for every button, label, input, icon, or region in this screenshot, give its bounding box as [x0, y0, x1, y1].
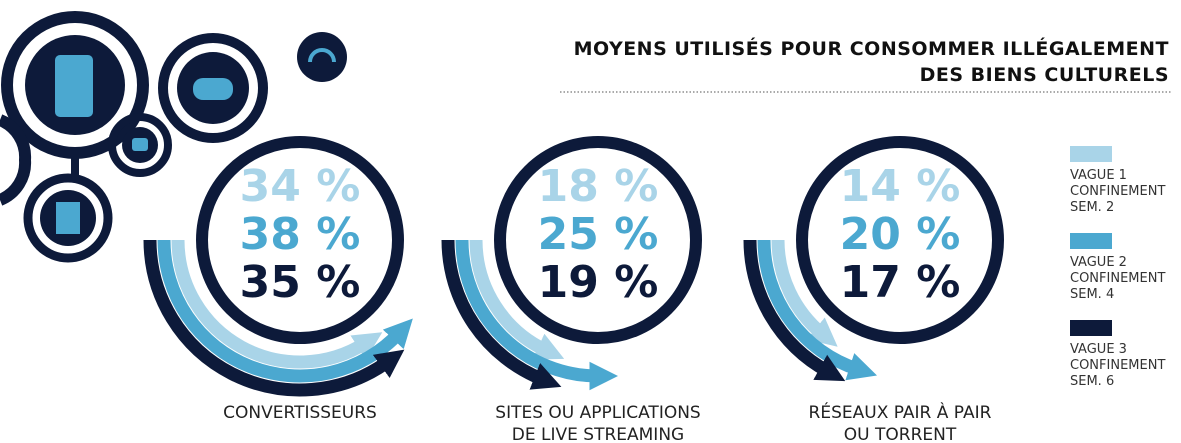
value-label: 38 % [200, 212, 400, 258]
value-label: 17 % [800, 260, 1000, 306]
legend-label: VAGUE 1 CONFINEMENT SEM. 2 [1070, 168, 1165, 216]
infographic: MOYENS UTILISÉS POUR CONSOMMER ILLÉGALEM… [0, 0, 1181, 443]
value-label: 25 % [498, 212, 698, 258]
value-label: 14 % [800, 164, 1000, 210]
legend-label: VAGUE 3 CONFINEMENT SEM. 6 [1070, 342, 1165, 390]
category-label: SITES OU APPLICATIONS DE LIVE STREAMING [448, 402, 748, 443]
category-label: RÉSEAUX PAIR À PAIR OU TORRENT [750, 402, 1050, 443]
chart-title: MOYENS UTILISÉS POUR CONSOMMER ILLÉGALEM… [574, 36, 1169, 88]
legend-swatch [1070, 233, 1112, 249]
category-label: CONVERTISSEURS [150, 402, 450, 424]
legend-label: VAGUE 2 CONFINEMENT SEM. 4 [1070, 255, 1165, 303]
value-label: 18 % [498, 164, 698, 210]
legend-swatch [1070, 320, 1112, 336]
value-label: 35 % [200, 260, 400, 306]
value-label: 20 % [800, 212, 1000, 258]
value-label: 34 % [200, 164, 400, 210]
value-label: 19 % [498, 260, 698, 306]
legend-swatch [1070, 146, 1112, 162]
